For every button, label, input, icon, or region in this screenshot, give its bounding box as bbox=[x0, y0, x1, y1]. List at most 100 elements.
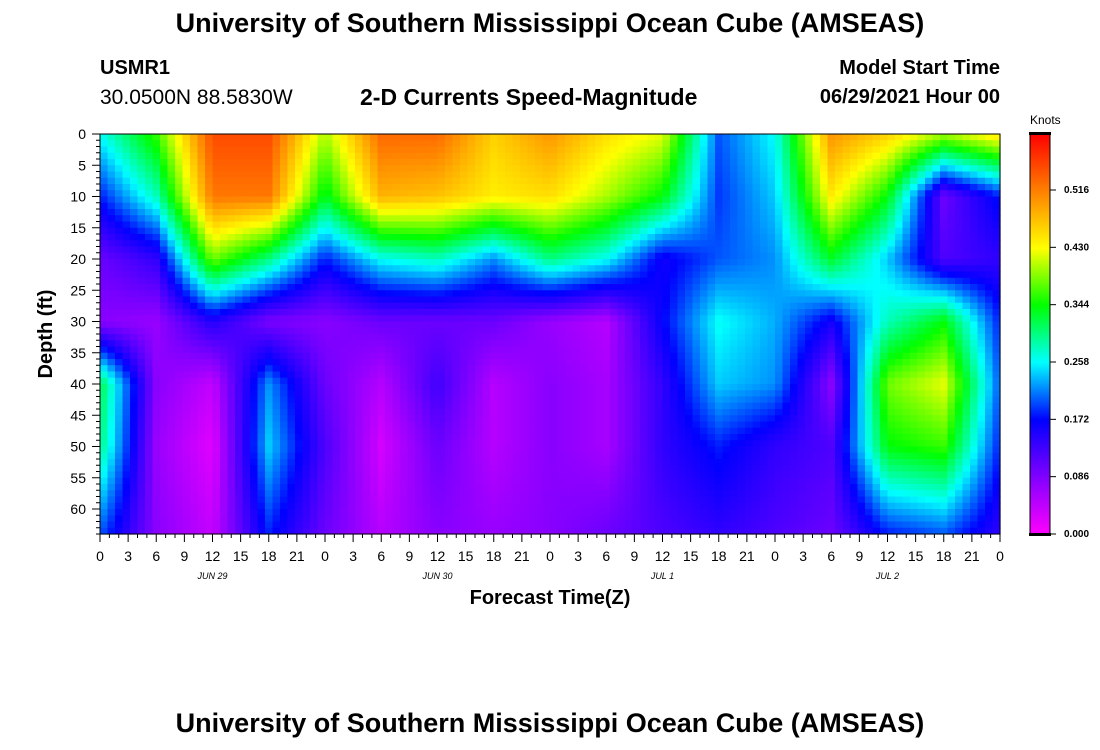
heatmap-cell bbox=[197, 365, 206, 373]
heatmap-cell bbox=[715, 290, 724, 298]
heatmap-cell bbox=[362, 315, 371, 323]
heatmap-cell bbox=[925, 352, 934, 360]
heatmap-cell bbox=[857, 346, 866, 354]
heatmap-cell bbox=[842, 209, 851, 216]
heatmap-cell bbox=[295, 134, 304, 141]
heatmap-cell bbox=[415, 359, 424, 366]
heatmap-cell bbox=[835, 159, 844, 166]
heatmap-cell bbox=[137, 209, 146, 216]
heatmap-cell bbox=[715, 202, 724, 210]
heatmap-cell bbox=[400, 177, 409, 185]
heatmap-cell bbox=[385, 146, 394, 154]
heatmap-cell bbox=[272, 352, 281, 360]
heatmap-cell bbox=[190, 290, 199, 298]
heatmap-cell bbox=[310, 334, 319, 341]
heatmap-cell bbox=[325, 177, 334, 185]
heatmap-cell bbox=[985, 252, 994, 260]
heatmap-cell bbox=[467, 227, 476, 235]
heatmap-cell bbox=[445, 165, 454, 173]
heatmap-cell bbox=[122, 352, 131, 360]
heatmap-cell bbox=[940, 184, 949, 191]
heatmap-cell bbox=[505, 315, 514, 323]
heatmap-cell bbox=[700, 184, 709, 191]
heatmap-cell bbox=[955, 284, 964, 291]
heatmap-cell bbox=[565, 265, 574, 273]
heatmap-cell bbox=[205, 165, 214, 173]
heatmap-cell bbox=[572, 165, 581, 173]
heatmap-cell bbox=[242, 277, 251, 285]
heatmap-cell bbox=[512, 140, 521, 148]
heatmap-cell bbox=[557, 171, 566, 179]
heatmap-cell bbox=[250, 352, 259, 360]
heatmap-cell bbox=[227, 365, 236, 373]
heatmap-cell bbox=[917, 334, 926, 341]
heatmap-cell bbox=[670, 140, 679, 148]
heatmap-cell bbox=[287, 227, 296, 235]
heatmap-cell bbox=[265, 302, 274, 310]
heatmap-cell bbox=[700, 252, 709, 260]
heatmap-cell bbox=[827, 202, 836, 210]
heatmap-cell bbox=[505, 346, 514, 354]
heatmap-cell bbox=[625, 346, 634, 354]
heatmap-cell bbox=[310, 302, 319, 310]
heatmap-cell bbox=[310, 327, 319, 335]
model-start-label: Model Start Time bbox=[839, 57, 1000, 79]
heatmap-cell bbox=[640, 315, 649, 323]
heatmap-cell bbox=[415, 296, 424, 304]
heatmap-cell bbox=[280, 221, 289, 229]
heatmap-cell bbox=[790, 315, 799, 323]
heatmap-cell bbox=[235, 134, 244, 141]
heatmap-cell bbox=[250, 171, 259, 179]
heatmap-cell bbox=[917, 265, 926, 273]
heatmap-cell bbox=[685, 252, 694, 260]
heatmap-cell bbox=[602, 165, 611, 173]
heatmap-cell bbox=[407, 171, 416, 179]
heatmap-cell bbox=[302, 371, 311, 379]
heatmap-cell bbox=[250, 196, 259, 204]
heatmap-cell bbox=[760, 146, 769, 154]
heatmap-cell bbox=[692, 159, 701, 166]
heatmap-cell bbox=[865, 309, 874, 316]
heatmap-cell bbox=[872, 221, 881, 229]
heatmap-cell bbox=[340, 321, 349, 329]
heatmap-cell bbox=[595, 177, 604, 185]
heatmap-cell bbox=[122, 359, 131, 366]
heatmap-cell bbox=[460, 365, 469, 373]
heatmap-cell bbox=[940, 177, 949, 185]
heatmap-cell bbox=[872, 346, 881, 354]
heatmap-cell bbox=[520, 134, 529, 141]
heatmap-cell bbox=[917, 140, 926, 148]
heatmap-cell bbox=[857, 209, 866, 216]
heatmap-cell bbox=[925, 184, 934, 191]
heatmap-cell bbox=[355, 259, 364, 266]
heatmap-cell bbox=[137, 165, 146, 173]
heatmap-cell bbox=[475, 215, 484, 223]
heatmap-cell bbox=[730, 309, 739, 316]
heatmap-cell bbox=[895, 227, 904, 235]
heatmap-cell bbox=[685, 196, 694, 204]
heatmap-cell bbox=[647, 159, 656, 166]
heatmap-cell bbox=[700, 152, 709, 160]
heatmap-cell bbox=[197, 196, 206, 204]
heatmap-cell bbox=[602, 152, 611, 160]
heatmap-cell bbox=[662, 227, 671, 235]
heatmap-cell bbox=[235, 221, 244, 229]
heatmap-cell bbox=[655, 152, 664, 160]
heatmap-cell bbox=[887, 140, 896, 148]
heatmap-cell bbox=[385, 227, 394, 235]
heatmap-cell bbox=[430, 184, 439, 191]
heatmap-cell bbox=[527, 371, 536, 379]
heatmap-cell bbox=[692, 190, 701, 198]
heatmap-cell bbox=[587, 177, 596, 185]
heatmap-cell bbox=[902, 309, 911, 316]
heatmap-cell bbox=[542, 184, 551, 191]
heatmap-cell bbox=[190, 152, 199, 160]
heatmap-cell bbox=[512, 334, 521, 341]
heatmap-cell bbox=[962, 171, 971, 179]
heatmap-cell bbox=[512, 209, 521, 216]
heatmap-cell bbox=[235, 390, 244, 398]
heatmap-cell bbox=[587, 352, 596, 360]
heatmap-cell bbox=[902, 246, 911, 254]
heatmap-cell bbox=[145, 196, 154, 204]
heatmap-cell bbox=[632, 140, 641, 148]
